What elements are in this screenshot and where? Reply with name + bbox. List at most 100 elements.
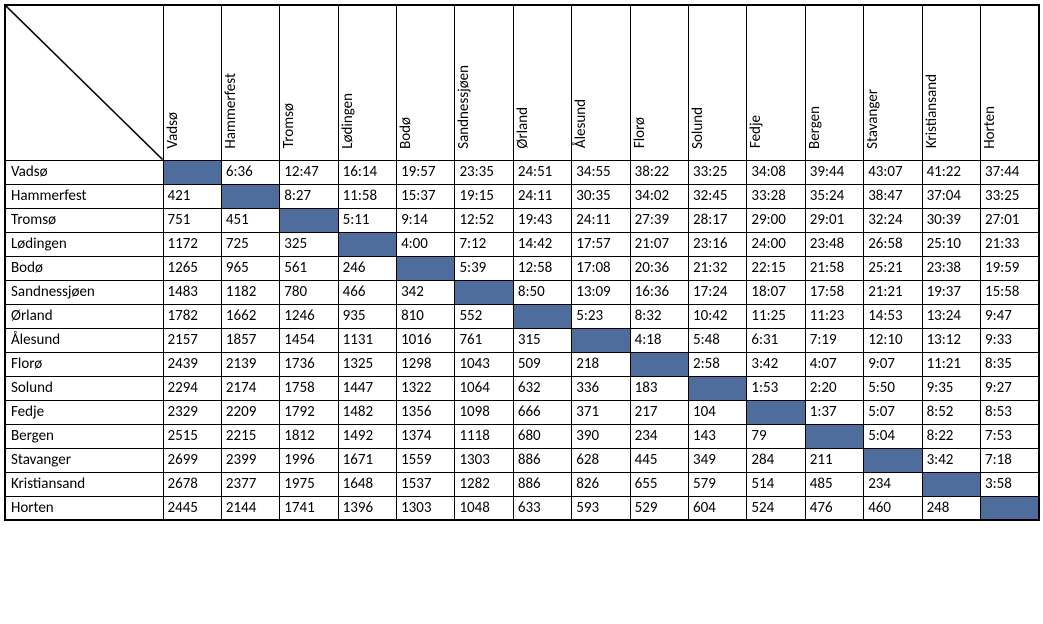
diagonal-cell	[455, 280, 513, 304]
diagonal-cell	[397, 256, 455, 280]
row-header: Vadsø	[5, 160, 163, 184]
distance-cell: 1043	[455, 352, 513, 376]
distance-cell: 593	[572, 496, 630, 520]
distance-cell: 183	[630, 376, 688, 400]
distance-cell: 751	[163, 208, 221, 232]
time-cell: 21:07	[630, 232, 688, 256]
time-cell: 19:57	[397, 160, 455, 184]
distance-cell: 1325	[338, 352, 396, 376]
distance-cell: 1792	[280, 400, 338, 424]
time-cell: 5:39	[455, 256, 513, 280]
row-header: Sandnessjøen	[5, 280, 163, 304]
time-cell: 8:50	[513, 280, 571, 304]
diagonal-cell	[922, 472, 980, 496]
time-cell: 15:37	[397, 184, 455, 208]
time-cell: 11:58	[338, 184, 396, 208]
time-cell: 24:00	[747, 232, 805, 256]
distance-cell: 561	[280, 256, 338, 280]
distance-cell: 529	[630, 496, 688, 520]
time-cell: 12:52	[455, 208, 513, 232]
table-row: Hammerfest4218:2711:5815:3719:1524:1130:…	[5, 184, 1039, 208]
distance-cell: 1282	[455, 472, 513, 496]
time-cell: 9:35	[922, 376, 980, 400]
time-cell: 4:00	[397, 232, 455, 256]
time-cell: 17:24	[689, 280, 747, 304]
col-header: Bodø	[397, 5, 455, 160]
distance-cell: 421	[163, 184, 221, 208]
time-cell: 24:11	[572, 208, 630, 232]
table-row: Kristiansand2678237719751648153712828868…	[5, 472, 1039, 496]
diagonal-line-icon	[6, 6, 163, 160]
distance-cell: 1172	[163, 232, 221, 256]
time-cell: 14:42	[513, 232, 571, 256]
time-cell: 13:24	[922, 304, 980, 328]
distance-cell: 552	[455, 304, 513, 328]
time-cell: 33:25	[689, 160, 747, 184]
distance-cell: 655	[630, 472, 688, 496]
time-cell: 35:24	[805, 184, 863, 208]
distance-cell: 632	[513, 376, 571, 400]
distance-cell: 284	[747, 448, 805, 472]
distance-cell: 509	[513, 352, 571, 376]
distance-cell: 2174	[221, 376, 279, 400]
col-header: Solund	[689, 5, 747, 160]
time-cell: 25:10	[922, 232, 980, 256]
distance-cell: 211	[805, 448, 863, 472]
time-cell: 7:53	[980, 424, 1038, 448]
col-header: Fedje	[747, 5, 805, 160]
time-cell: 19:59	[980, 256, 1038, 280]
table-row: Bergen2515221518121492137411186803902341…	[5, 424, 1039, 448]
distance-cell: 2377	[221, 472, 279, 496]
distance-cell: 579	[689, 472, 747, 496]
col-header: Sandnessjøen	[455, 5, 513, 160]
time-cell: 13:12	[922, 328, 980, 352]
time-cell: 2:20	[805, 376, 863, 400]
distance-cell: 342	[397, 280, 455, 304]
distance-cell: 2144	[221, 496, 279, 520]
distance-cell: 1182	[221, 280, 279, 304]
distance-cell: 1064	[455, 376, 513, 400]
time-cell: 19:15	[455, 184, 513, 208]
time-cell: 1:37	[805, 400, 863, 424]
time-cell: 21:21	[864, 280, 922, 304]
diagonal-cell	[338, 232, 396, 256]
distance-cell: 1374	[397, 424, 455, 448]
diagonal-cell	[805, 424, 863, 448]
distance-cell: 1356	[397, 400, 455, 424]
time-cell: 41:22	[922, 160, 980, 184]
col-header: Lødingen	[338, 5, 396, 160]
distance-cell: 524	[747, 496, 805, 520]
distance-cell: 234	[630, 424, 688, 448]
distance-cell: 1396	[338, 496, 396, 520]
time-cell: 5:50	[864, 376, 922, 400]
time-cell: 9:47	[980, 304, 1038, 328]
time-cell: 30:39	[922, 208, 980, 232]
row-header: Tromsø	[5, 208, 163, 232]
time-cell: 28:17	[689, 208, 747, 232]
time-cell: 11:25	[747, 304, 805, 328]
time-cell: 32:45	[689, 184, 747, 208]
diagonal-cell	[689, 376, 747, 400]
distance-cell: 325	[280, 232, 338, 256]
distance-cell: 476	[805, 496, 863, 520]
time-cell: 23:16	[689, 232, 747, 256]
time-cell: 9:27	[980, 376, 1038, 400]
time-cell: 3:42	[747, 352, 805, 376]
table-row: Lødingen11727253254:007:1214:4217:5721:0…	[5, 232, 1039, 256]
distance-cell: 2439	[163, 352, 221, 376]
distance-cell: 1447	[338, 376, 396, 400]
diagonal-cell	[747, 400, 805, 424]
time-cell: 9:14	[397, 208, 455, 232]
distance-time-matrix: Vadsø Hammerfest Tromsø Lødingen Bodø Sa…	[4, 4, 1040, 521]
distance-cell: 725	[221, 232, 279, 256]
time-cell: 14:53	[864, 304, 922, 328]
distance-cell: 1303	[397, 496, 455, 520]
time-cell: 5:04	[864, 424, 922, 448]
time-cell: 32:24	[864, 208, 922, 232]
time-cell: 38:22	[630, 160, 688, 184]
time-cell: 33:28	[747, 184, 805, 208]
row-header: Ålesund	[5, 328, 163, 352]
distance-cell: 2678	[163, 472, 221, 496]
diagonal-cell	[864, 448, 922, 472]
col-header: Kristiansand	[922, 5, 980, 160]
